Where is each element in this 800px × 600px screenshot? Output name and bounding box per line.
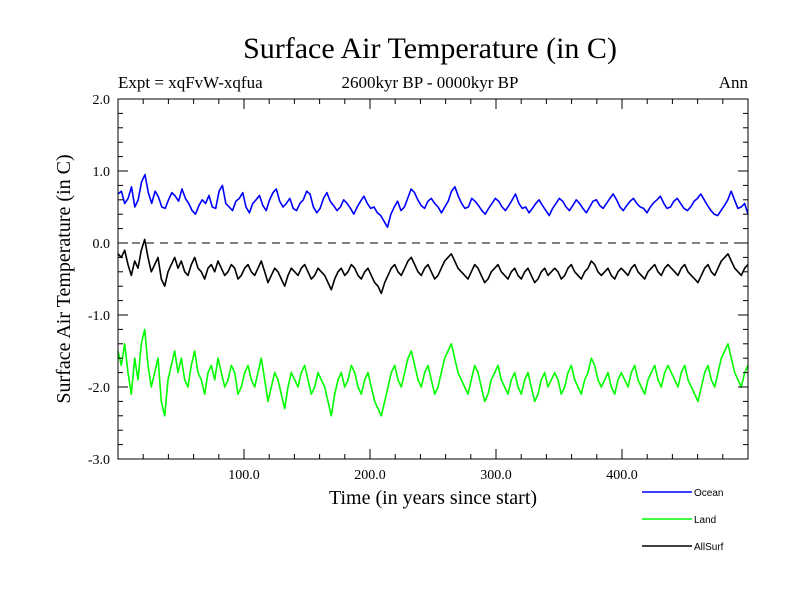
series-line-ocean: [117, 173, 749, 228]
series-line-land: [117, 328, 749, 417]
season-label: Ann: [719, 73, 749, 92]
tick-layer: 100.0 200.0 300.0 400.0 2.0 1.0 0.0 -1.0 -2.0 -3.…: [88, 93, 748, 483]
chart-title: Surface Air Temperature (in C): [243, 32, 617, 65]
plot-frame: [117, 98, 749, 460]
legend: Ocean Land AllSurf: [642, 488, 724, 553]
x-axis-label: Time (in years since start): [329, 487, 537, 509]
y-tick-label: 1.0: [93, 165, 111, 180]
x-tick-label: 200.0: [354, 468, 386, 483]
x-tick-label: 400.0: [606, 468, 638, 483]
x-tick-label: 100.0: [228, 468, 260, 483]
legend-label-ocean: Ocean: [694, 488, 723, 499]
legend-label-allsurf: AllSurf: [694, 542, 724, 553]
y-axis-label: Surface Air Temperature (in C): [53, 154, 75, 403]
y-tick-label: 0.0: [93, 237, 111, 252]
series-layer: [117, 173, 749, 417]
y-tick-label: -3.0: [88, 453, 110, 468]
y-tick-label: -2.0: [88, 381, 110, 396]
y-tick-label: 2.0: [93, 93, 111, 108]
legend-label-land: Land: [694, 515, 716, 526]
expt-label: Expt = xqFvW-xqfua: [118, 73, 263, 92]
series-line-allsurf: [117, 238, 749, 295]
x-tick-label: 300.0: [480, 468, 512, 483]
y-tick-label: -1.0: [88, 309, 110, 324]
chart-subtitle: 2600kyr BP - 0000kyr BP: [342, 73, 519, 92]
